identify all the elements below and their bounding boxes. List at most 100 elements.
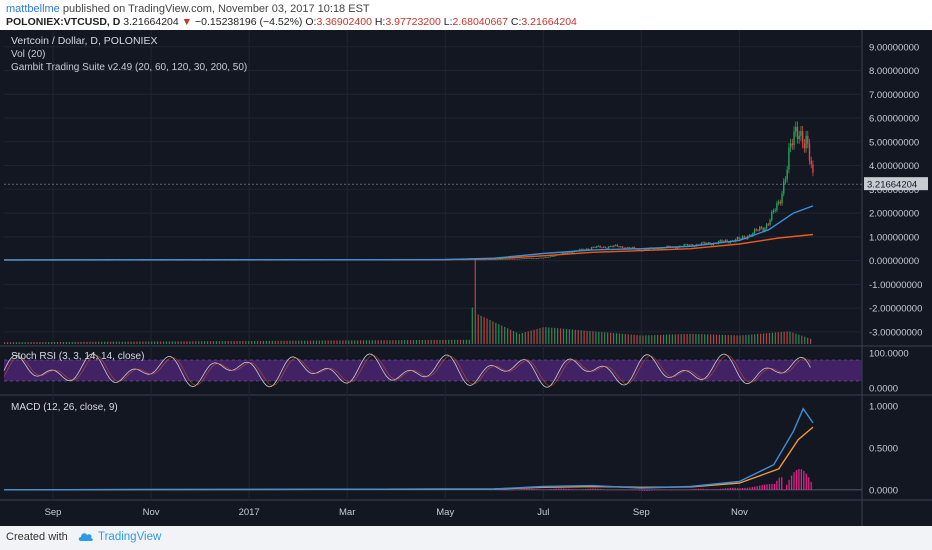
volume-bar (539, 328, 541, 344)
volume-bar (418, 340, 420, 344)
candle-body (724, 240, 727, 242)
macd-histogram-bar (744, 487, 746, 490)
volume-bar (710, 334, 712, 344)
candle-body (764, 228, 766, 232)
volume-bar (71, 341, 73, 344)
macd-histogram-bar (626, 489, 628, 491)
volume-bar (698, 334, 700, 344)
volume-bar (665, 334, 668, 344)
candle-body (611, 246, 613, 247)
candle-body (791, 143, 794, 146)
volume-bar (201, 341, 203, 344)
volume-bar (156, 341, 159, 344)
volume-bar (359, 340, 362, 344)
volume-bar (527, 331, 529, 344)
volume-bar (233, 341, 235, 344)
candle-body (789, 143, 792, 148)
volume-bar (230, 341, 232, 344)
candle-body (700, 242, 703, 246)
open-value: 3.36902400 (316, 16, 372, 28)
volume-bar (521, 332, 523, 344)
volume-bar (548, 327, 550, 344)
volume-bar (748, 334, 750, 344)
macd-histogram-bar (722, 488, 724, 490)
macd-histogram-bar (538, 489, 540, 490)
candle-body (525, 258, 528, 260)
volume-bar (524, 332, 526, 344)
candle-body (769, 220, 771, 225)
time-tick-label: Nov (143, 507, 160, 518)
candle-body (498, 259, 500, 261)
volume-bar (751, 334, 753, 344)
volume-bar (27, 342, 29, 344)
candle-body (517, 258, 519, 260)
volume-bar (86, 341, 88, 344)
volume-bar (236, 341, 238, 344)
candle-body (510, 258, 512, 260)
macd-histogram-bar (584, 489, 587, 490)
candle-body (808, 143, 811, 161)
volume-bar (118, 341, 120, 344)
volume-bar (56, 342, 59, 344)
macd-histogram-bar (705, 488, 707, 490)
volume-bar (127, 341, 129, 344)
price-tick-label: 6.00000000 (869, 114, 919, 125)
volume-bar (562, 328, 565, 344)
volume-bar (454, 339, 456, 344)
volume-bar (401, 340, 403, 344)
volume-bar (654, 335, 656, 344)
volume-bar (765, 333, 768, 344)
price-chart[interactable]: 9.00000000 8.00000000 7.00000000 6.00000000… (0, 30, 932, 526)
macd-histogram-bar (783, 489, 785, 491)
volume-bar (595, 331, 597, 344)
volume-bar (221, 341, 223, 344)
volume-bar (224, 341, 226, 344)
candle-body (752, 233, 754, 237)
candle-body (626, 247, 629, 249)
candle-body (477, 259, 480, 261)
volume-bar (324, 340, 326, 344)
volume-bar (15, 342, 17, 344)
macd-histogram-bar (599, 488, 601, 490)
macd-histogram-bar (734, 487, 736, 490)
candle-body (511, 258, 514, 260)
volume-bar (374, 340, 376, 344)
volume-bar (612, 333, 615, 344)
author-link[interactable]: mattbellme (6, 3, 60, 15)
candle-body (493, 259, 495, 261)
volume-bar (395, 340, 397, 344)
candle-body (541, 257, 543, 259)
macd-histogram-bar (776, 480, 778, 490)
volume-bar (136, 341, 138, 344)
price-change: −0.15238196 (−4.52%) (195, 16, 303, 28)
volume-bar (757, 333, 759, 344)
macd-title: MACD (12, 26, close, 9) (11, 402, 118, 413)
volume-bar (771, 332, 773, 344)
candle-body (474, 259, 476, 261)
macd-histogram-bar (700, 488, 702, 490)
tradingview-brand[interactable]: TradingView (98, 531, 162, 543)
volume-bar (295, 340, 297, 344)
price-axis-background (862, 30, 932, 526)
candle-body (774, 210, 776, 211)
volume-bar (509, 329, 512, 344)
macd-histogram-bar (531, 488, 533, 490)
macd-histogram-bar (670, 489, 673, 491)
volume-bar (621, 333, 623, 344)
volume-bar (95, 341, 97, 344)
macd-histogram-bar (533, 489, 535, 490)
volume-bar (133, 341, 135, 344)
volume-bar (627, 334, 629, 344)
volume-bar (218, 341, 220, 344)
candle-body (597, 245, 600, 247)
candle-body (506, 258, 509, 260)
candle-body (784, 179, 787, 182)
candle-body (786, 169, 788, 180)
volume-bar (354, 340, 356, 344)
volume-bar (468, 339, 470, 344)
macd-histogram-bar (638, 489, 641, 491)
candle-body (601, 247, 603, 249)
volume-bar (689, 333, 691, 344)
candle-body (685, 244, 687, 246)
volume-bar (604, 332, 606, 344)
